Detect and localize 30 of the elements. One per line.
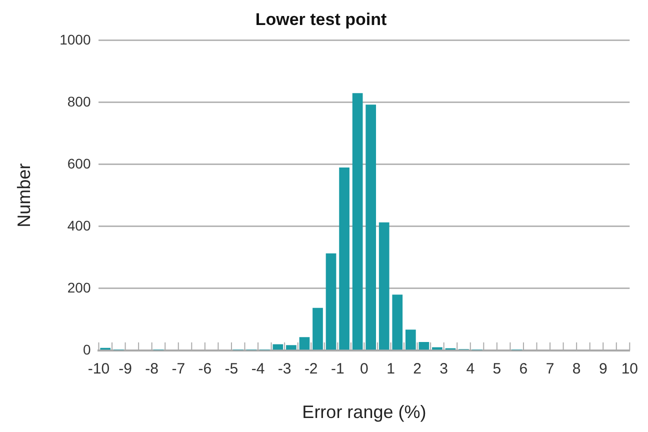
x-tick-label: 4 xyxy=(466,360,475,378)
y-tick-label: 200 xyxy=(67,279,91,296)
x-tick-label: -2 xyxy=(304,360,318,378)
chart-title: Lower test point xyxy=(255,10,387,29)
y-axis-title: Number xyxy=(14,163,34,228)
x-tick-label: -7 xyxy=(172,360,186,378)
y-tick-label: 400 xyxy=(67,217,91,234)
x-tick-label: 1 xyxy=(386,360,395,378)
x-tick-label: -3 xyxy=(278,360,292,378)
x-tick-label: -6 xyxy=(198,360,212,378)
x-tick-label: -8 xyxy=(145,360,159,378)
x-tick-label: -5 xyxy=(224,360,238,378)
x-tick-label: 8 xyxy=(572,360,581,378)
x-tick-label: 2 xyxy=(413,360,422,378)
y-tick-label: 800 xyxy=(67,93,91,110)
y-tick-label: 600 xyxy=(67,155,91,172)
x-tick-label: 0 xyxy=(360,360,368,378)
y-tick-label: 0 xyxy=(82,341,91,358)
x-axis-title: Error range (%) xyxy=(302,402,426,422)
x-tick-label: -4 xyxy=(251,360,265,378)
y-tick-label: 1000 xyxy=(60,31,91,48)
x-tick-label: -10 xyxy=(88,360,110,378)
x-tick-label: 7 xyxy=(546,360,554,378)
x-tick-label: 5 xyxy=(492,360,502,378)
x-tick-label: 6 xyxy=(519,360,528,378)
x-tick-label: 10 xyxy=(621,360,638,378)
x-tick-label: 9 xyxy=(598,360,608,378)
x-tick-label: -9 xyxy=(118,360,132,378)
x-tick-label: 3 xyxy=(440,360,448,378)
x-tick-label: -1 xyxy=(330,360,344,378)
